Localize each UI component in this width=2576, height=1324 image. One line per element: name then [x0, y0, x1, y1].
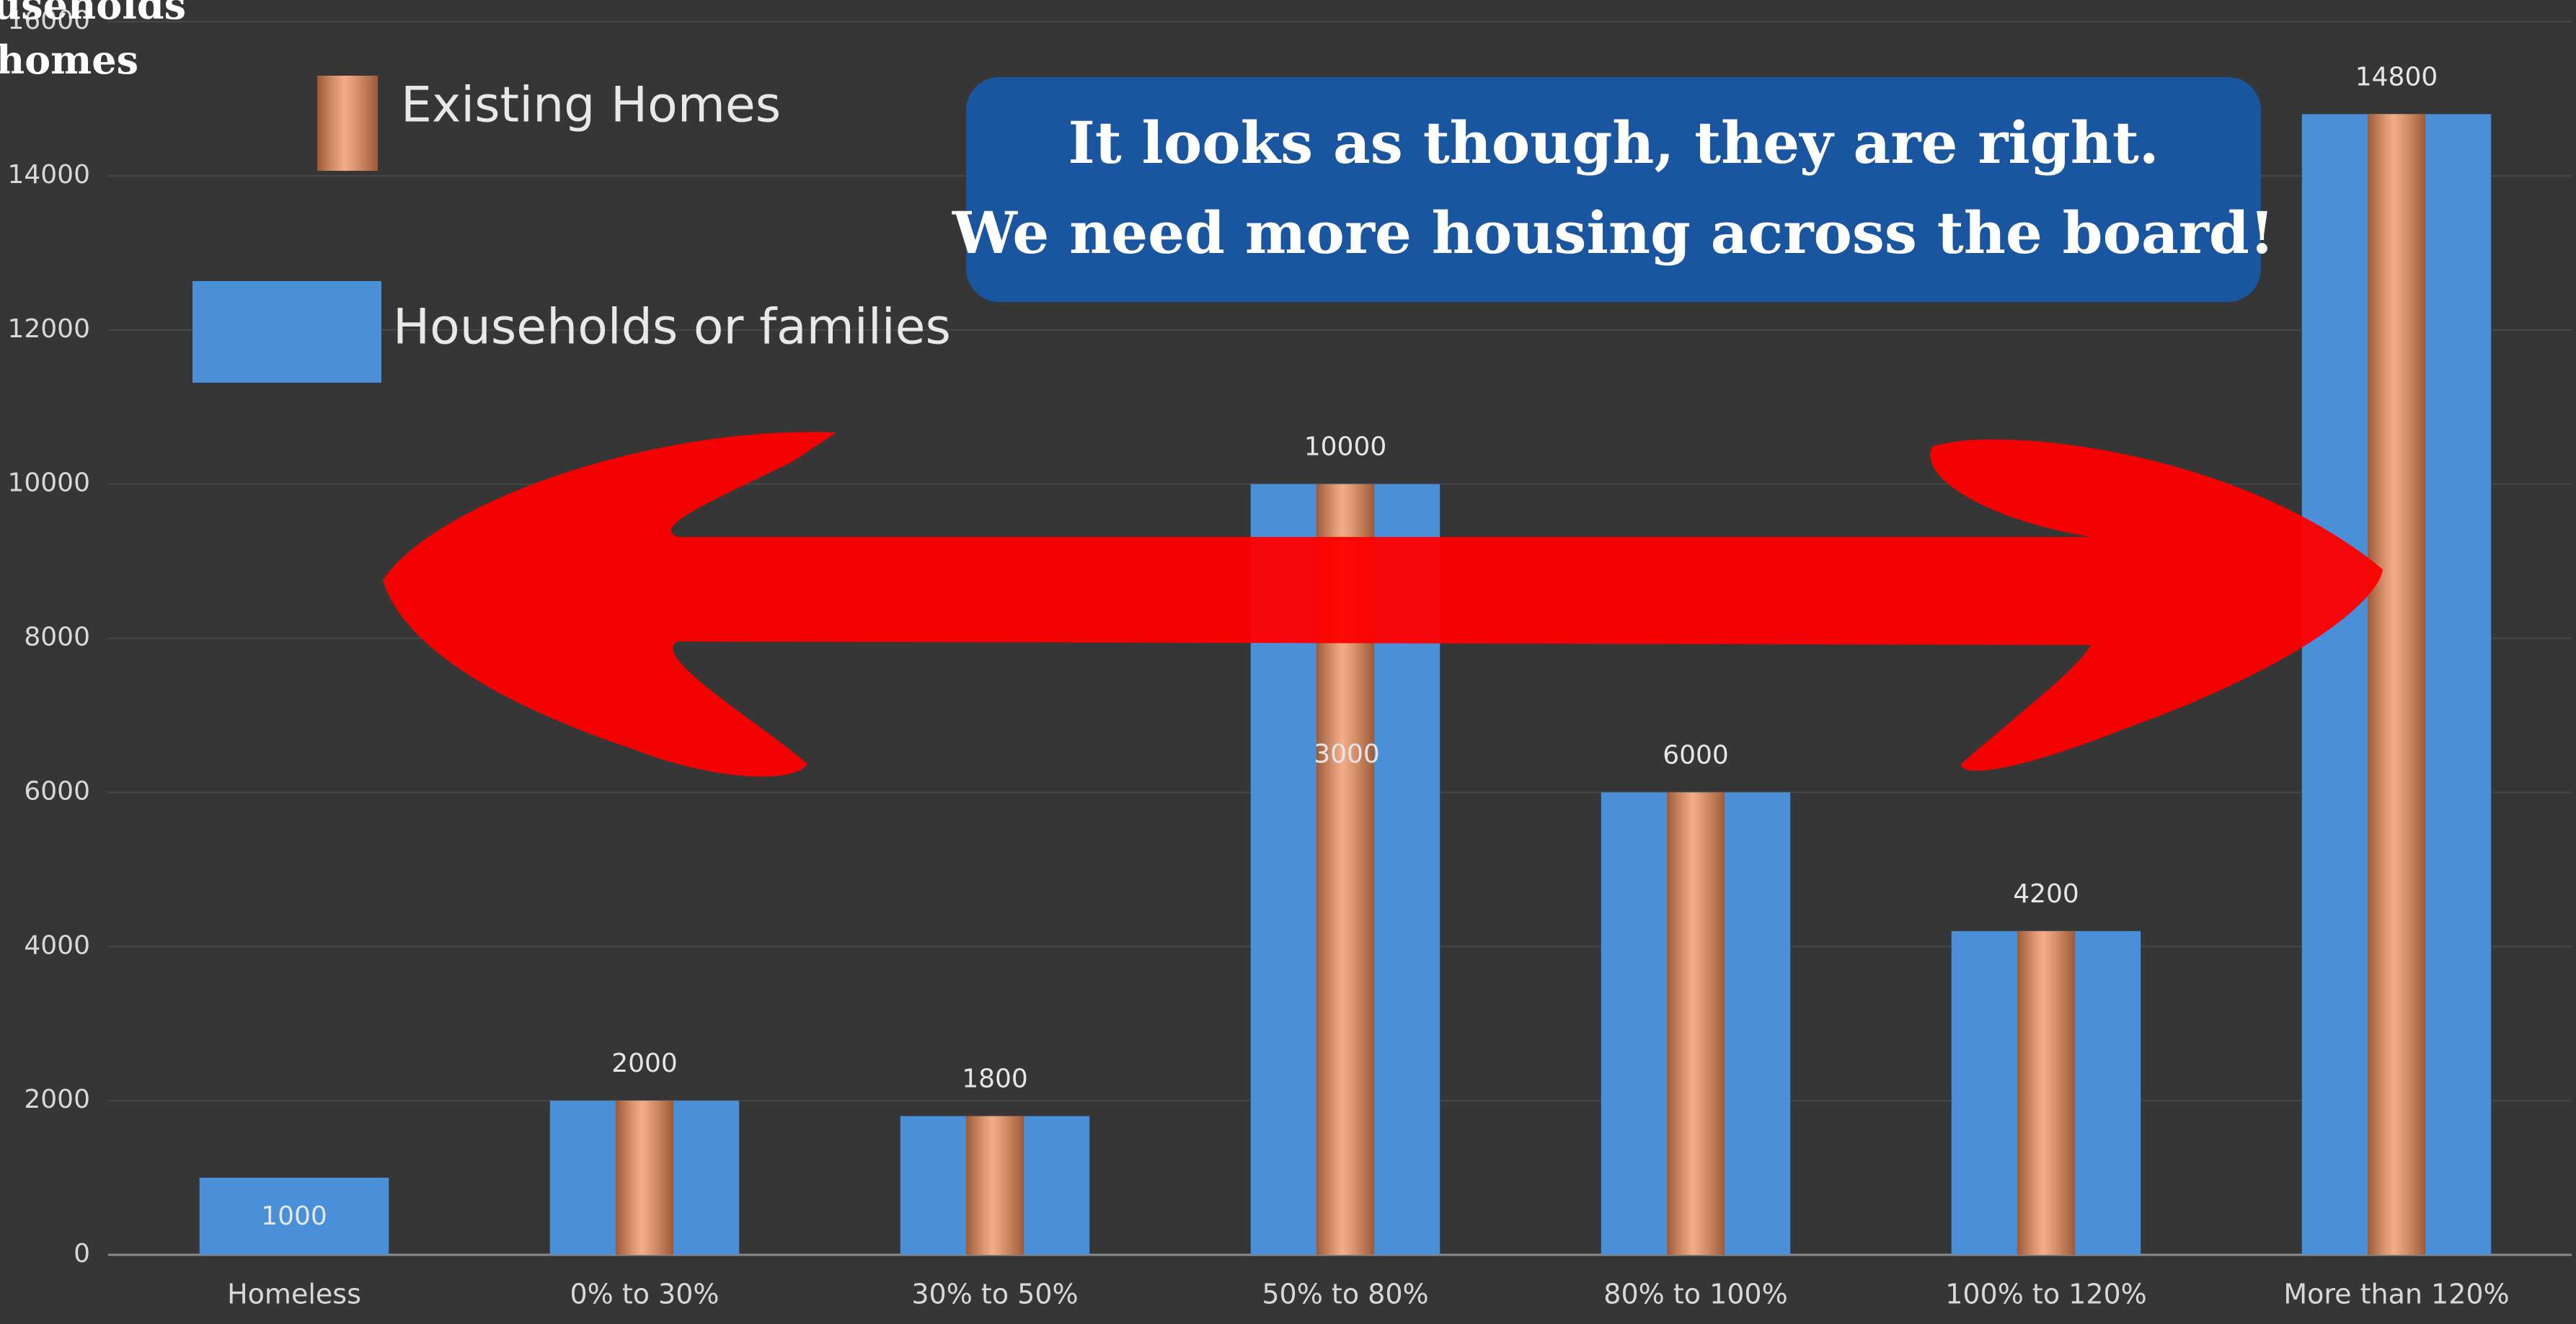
y-tick-label: 10000	[7, 468, 90, 498]
data-label: 14800	[2355, 62, 2438, 92]
bar-shine	[2368, 114, 2425, 1255]
x-tick-label: 50% to 80%	[1262, 1279, 1428, 1310]
legend-swatch-shine	[317, 76, 378, 171]
legend-swatch	[192, 281, 381, 383]
callout-line: We need more housing across the board!	[952, 199, 2275, 267]
y-tick-label: 8000	[24, 623, 90, 652]
data-label: 6000	[1663, 740, 1729, 770]
bar-shine	[1667, 792, 1725, 1255]
page: {"chart_data": {"type": "bar", "title_li…	[0, 0, 2576, 1324]
x-tick-label: 80% to 100%	[1603, 1279, 1787, 1310]
y-tick-label: 4000	[24, 930, 90, 960]
data-label: 2000	[611, 1049, 678, 1078]
legend-label: Households or families	[393, 299, 951, 356]
y-tick-label: 0	[74, 1239, 90, 1269]
x-tick-label: 30% to 50%	[911, 1279, 1078, 1310]
x-tick-label: 100% to 120%	[1945, 1279, 2147, 1310]
legend-label: Existing Homes	[401, 77, 781, 134]
chart: 0200040006000800010000120001400016000 Ho…	[0, 0, 2576, 1324]
data-label: 1800	[962, 1065, 1028, 1094]
bar-shine	[2017, 931, 2075, 1255]
x-tick-label: More than 120%	[2283, 1279, 2509, 1310]
y-tick-label: 2000	[24, 1085, 90, 1114]
bar-shine	[616, 1101, 673, 1255]
data-label: 1000	[261, 1201, 327, 1231]
x-tick-label: 0% to 30%	[570, 1279, 719, 1310]
data-label: 10000	[1304, 432, 1387, 462]
data-label: 4200	[2013, 879, 2079, 909]
y-tick-label: 6000	[24, 776, 90, 806]
title-line: homes	[0, 37, 138, 83]
y-tick-label: 12000	[7, 314, 90, 344]
bar-shine	[966, 1116, 1024, 1255]
callout-line: It looks as though, they are right.	[1068, 109, 2159, 177]
title-line: ouseholds	[0, 0, 186, 28]
y-tick-label: 14000	[7, 160, 90, 190]
annotation: 3000	[1314, 739, 1380, 769]
x-tick-label: Homeless	[227, 1279, 361, 1310]
